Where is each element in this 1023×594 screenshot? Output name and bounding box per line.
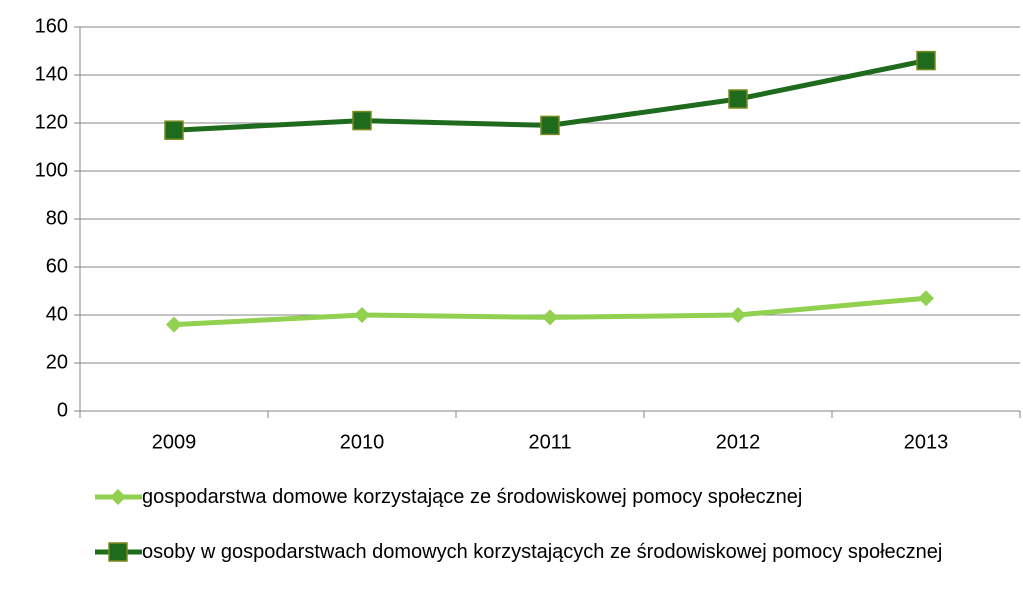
legend-marker [108,542,128,562]
x-tick-label: 2009 [152,431,197,453]
data-point [354,307,370,323]
y-tick-label: 120 [35,111,68,133]
data-point [540,115,560,136]
data-point [916,50,936,71]
x-tick-label: 2012 [716,431,761,453]
data-point [166,316,182,333]
y-tick-label: 160 [35,15,68,37]
y-tick-label: 20 [46,351,68,373]
legend-marker [110,489,126,505]
x-tick-label: 2010 [340,431,385,453]
x-tick-label: 2011 [528,431,571,453]
data-point [728,89,748,109]
y-tick-label: 0 [57,399,68,421]
legend-label: gospodarstwa domowe korzystające ze środ… [142,486,803,508]
y-tick-label: 80 [46,207,68,229]
data-point [730,307,746,323]
data-point [918,290,934,307]
y-tick-label: 100 [35,159,68,181]
y-tick-label: 140 [35,63,68,85]
y-tick-label: 40 [46,303,68,325]
x-tick-label: 2013 [904,431,949,453]
data-point [164,120,184,140]
y-tick-label: 60 [46,255,68,277]
legend-label: osoby w gospodarstwach domowych korzysta… [142,541,943,563]
data-point [542,309,558,326]
data-point [352,110,372,131]
